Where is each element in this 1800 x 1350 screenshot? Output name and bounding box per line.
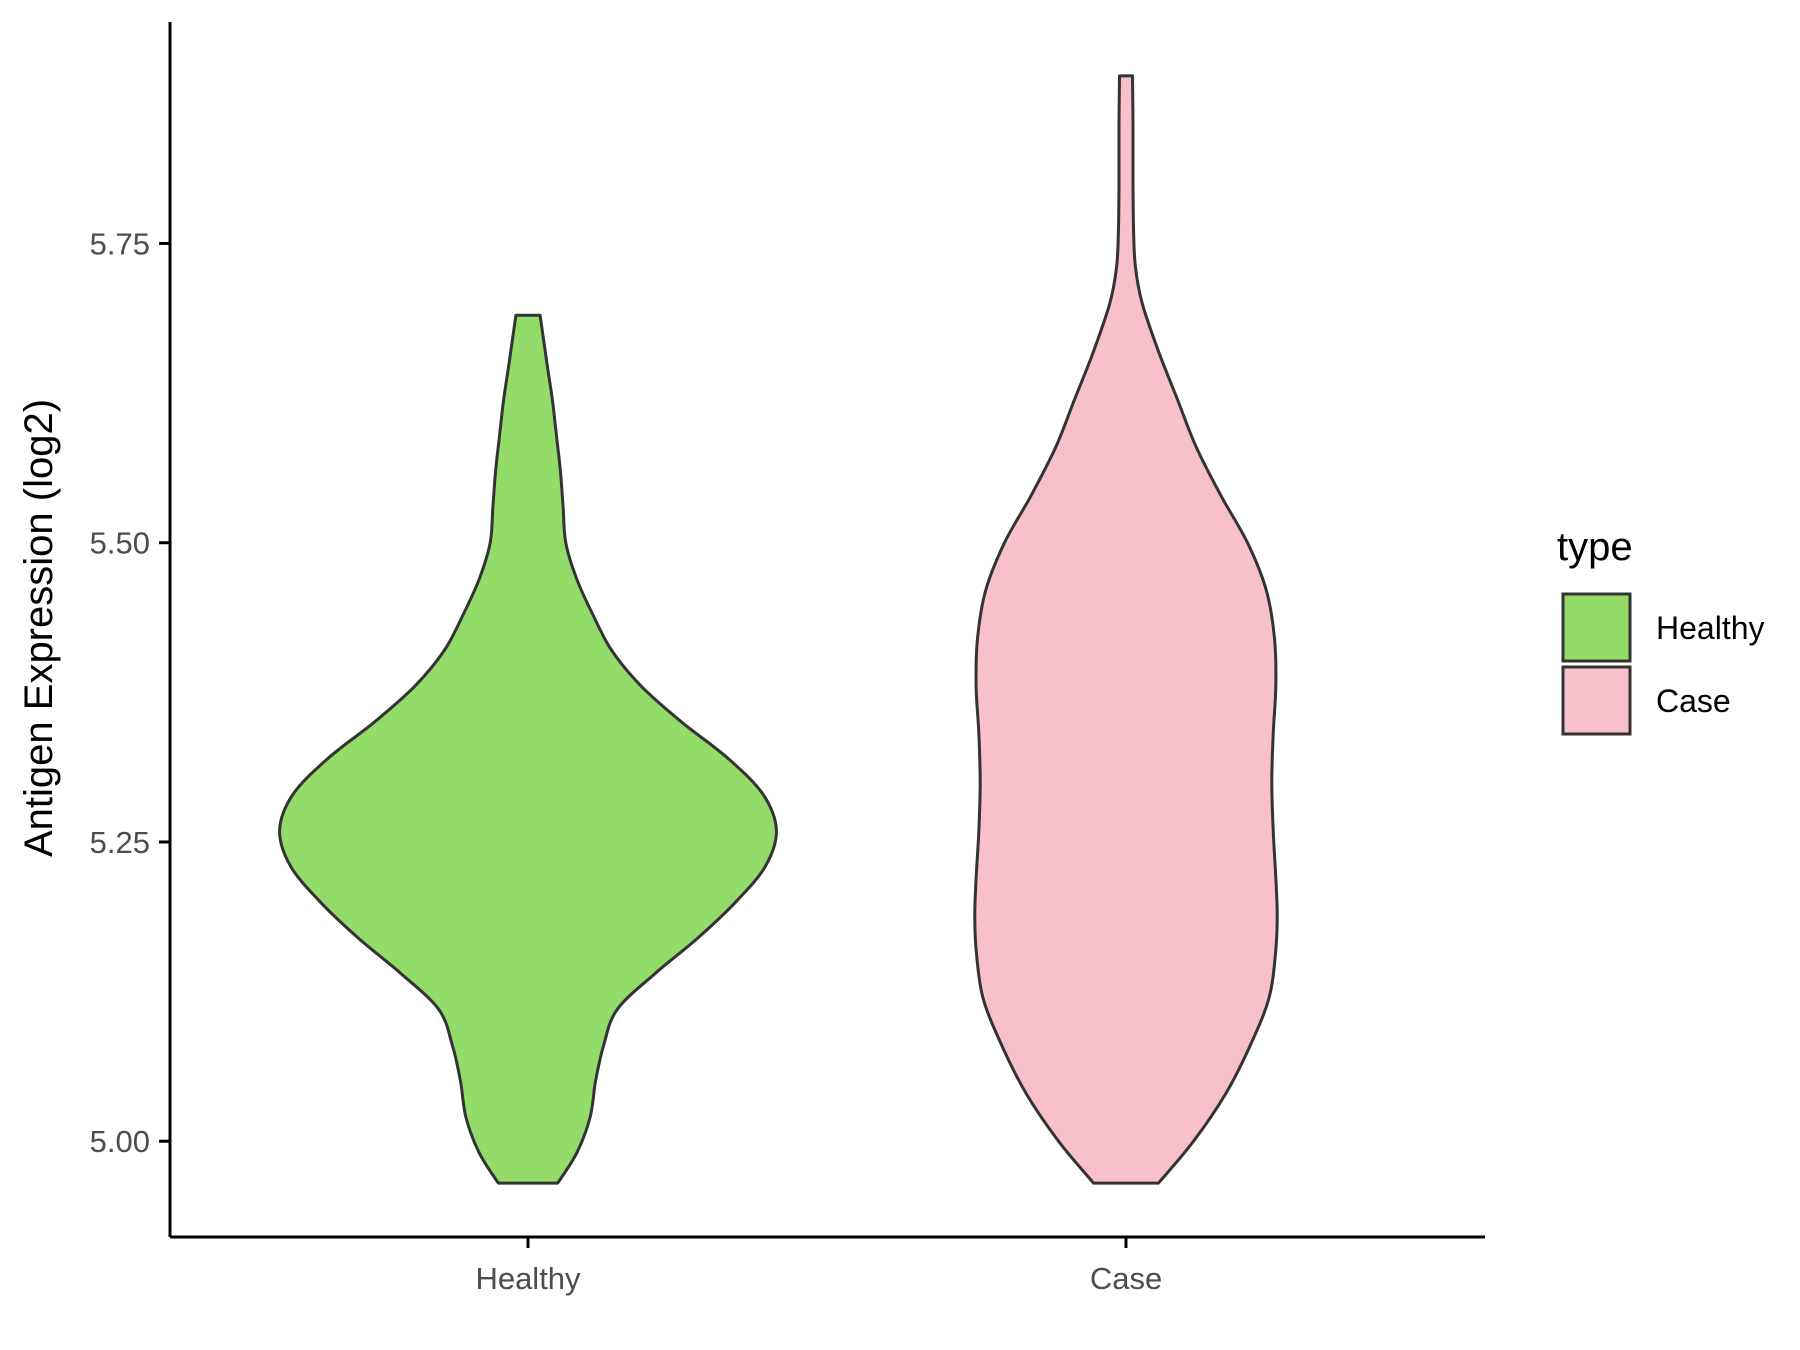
- legend-title: type: [1557, 525, 1633, 569]
- y-tick-label: 5.75: [90, 226, 150, 261]
- legend-key-case: [1561, 665, 1632, 736]
- violin-healthy: [278, 313, 778, 1185]
- plot-area: [278, 74, 1279, 1185]
- y-axis-title: Antigen Expression (log2): [17, 399, 61, 857]
- violin-case: [973, 74, 1279, 1185]
- x-tick-label: Case: [1090, 1261, 1162, 1296]
- axes: 5.00 5.25 5.50 5.75 Healthy Case: [90, 22, 1485, 1296]
- y-tick-label: 5.25: [90, 825, 150, 860]
- legend: type Healthy Case: [1557, 525, 1765, 736]
- y-tick-label: 5.50: [90, 526, 150, 561]
- y-tick-label: 5.00: [90, 1124, 150, 1159]
- legend-key-healthy: [1561, 592, 1632, 663]
- x-tick-label: Healthy: [475, 1261, 581, 1296]
- legend-label-case: Case: [1656, 683, 1731, 719]
- legend-label-healthy: Healthy: [1656, 610, 1765, 646]
